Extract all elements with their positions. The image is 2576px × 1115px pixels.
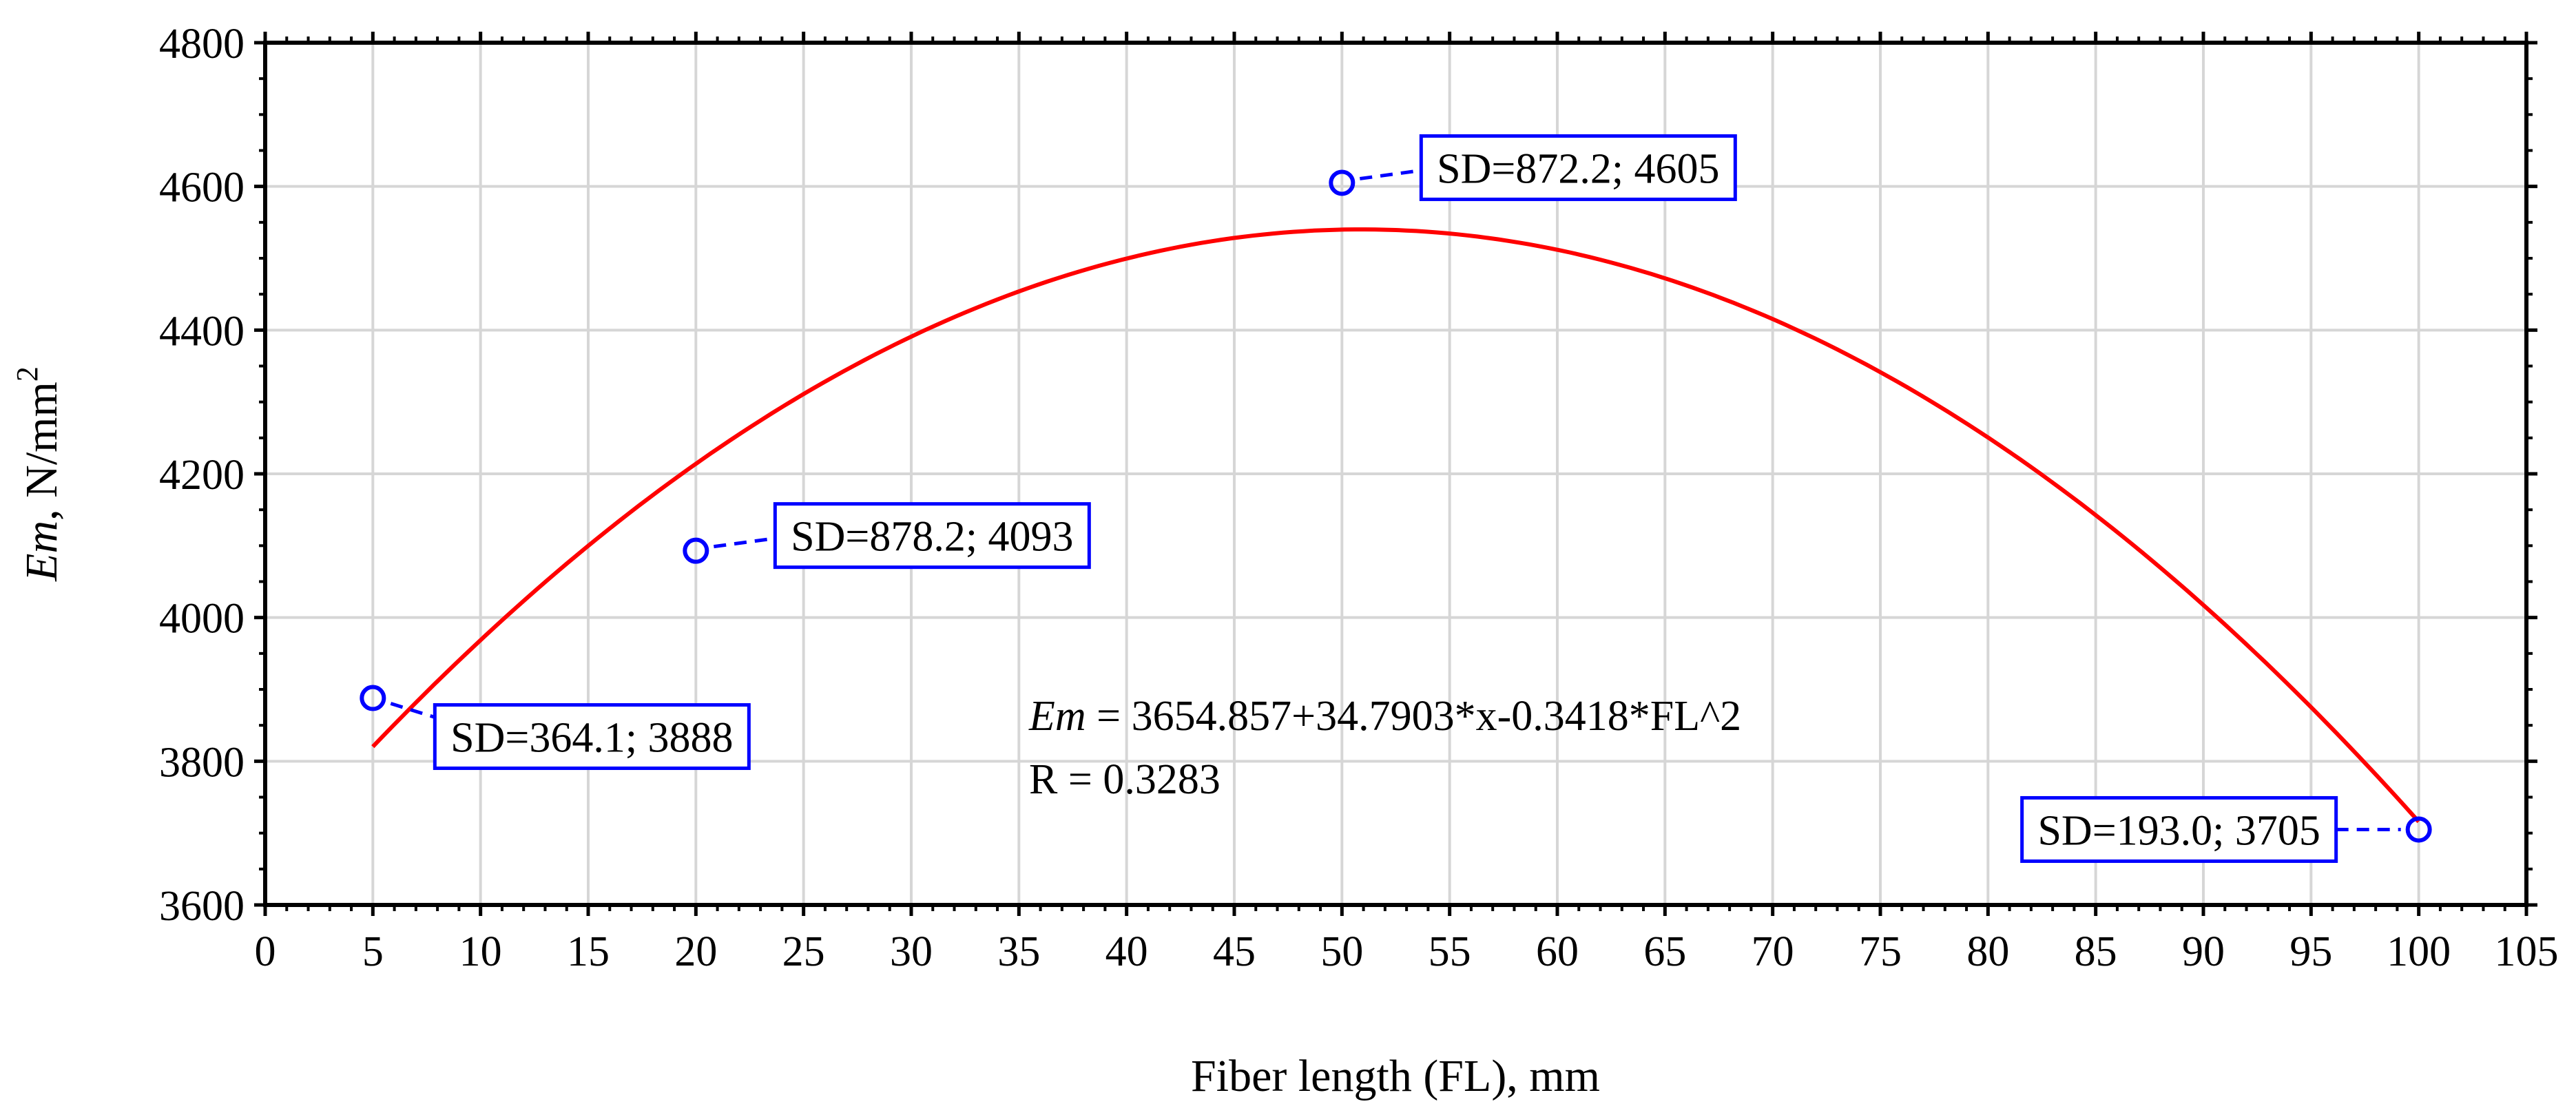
x-tick-label: 65 [1643, 928, 1686, 975]
data-point [683, 537, 709, 564]
tick-labels: 0 5 10 15 20 25 30 35 40 45 50 55 60 65 70 75 80 85 90 95 10… [159, 21, 2559, 975]
y-axis-title-var: Em [17, 521, 67, 582]
y-tick-label: 4600 [159, 165, 245, 211]
annotation-box [773, 502, 1091, 570]
x-tick-label: 50 [1320, 928, 1363, 975]
x-tick-label: 10 [459, 928, 502, 975]
x-tick-label: 0 [255, 928, 276, 975]
y-tick-label: 4000 [159, 596, 245, 643]
data-point [1329, 169, 1355, 196]
data-point [2405, 816, 2432, 843]
fit-curve [371, 227, 2420, 824]
x-tick-label: 30 [890, 928, 933, 975]
points [360, 169, 2432, 843]
annotation-label: SD=364.1; 3888 [450, 715, 733, 762]
x-tick-label: 25 [782, 928, 825, 975]
x-tick-label: 80 [1966, 928, 2009, 975]
ticks [254, 32, 2537, 916]
y-axis-title-sup: 2 [10, 366, 44, 382]
y-axis-title: Em, N/mm2 [10, 366, 67, 582]
x-tick-label: 95 [2289, 928, 2332, 975]
x-tick-label: 60 [1536, 928, 1579, 975]
annotation-leader [1359, 168, 1422, 180]
x-tick-label: 40 [1105, 928, 1148, 975]
x-tick-label: 105 [2495, 928, 2559, 975]
annotation-box [2020, 795, 2338, 863]
annotation-leader [713, 536, 776, 549]
grid [265, 43, 2526, 905]
x-tick-label: 20 [674, 928, 717, 975]
annotation-label: SD=193.0; 3705 [2037, 807, 2320, 854]
x-tick-label: 55 [1429, 928, 1471, 975]
x-axis-title: Fiber length (FL), mm [1191, 1051, 1600, 1101]
y-tick-label: 4200 [159, 452, 245, 499]
x-tick-label: 85 [2075, 928, 2117, 975]
y-tick-label: 4800 [159, 21, 245, 67]
x-tick-label: 100 [2387, 928, 2451, 975]
annotation-box [1419, 134, 1737, 201]
y-axis-title-unit: , N/mm [17, 382, 67, 521]
x-tick-label: 5 [362, 928, 384, 975]
x-tick-label: 90 [2182, 928, 2225, 975]
x-tick-label: 35 [997, 928, 1040, 975]
equation-var: Em [1028, 693, 1086, 740]
y-tick-label: 3600 [159, 883, 245, 930]
y-tick-label: 3800 [159, 739, 245, 786]
annotation-leader [390, 702, 436, 719]
annotation-label: SD=878.2; 4093 [791, 514, 1073, 561]
data-point [360, 685, 386, 711]
equation-text: Em = 3654.857+34.7903*x-0.3418*FL^2 [1028, 693, 1741, 740]
y-tick-label: 4400 [159, 308, 245, 355]
r-value-text: R = 0.3283 [1029, 756, 1221, 803]
annotation-label: SD=872.2; 4605 [1437, 145, 1719, 192]
annotation-box [433, 703, 751, 771]
x-tick-label: 75 [1859, 928, 1902, 975]
x-tick-label: 15 [567, 928, 610, 975]
x-tick-label: 70 [1752, 928, 1794, 975]
x-tick-label: 45 [1213, 928, 1256, 975]
equation-body: = 3654.857+34.7903*x-0.3418*FL^2 [1086, 693, 1742, 740]
annotations: SD=364.1; 3888 SD=878.2; 4093 SD=872.2; 46… [390, 134, 2401, 863]
